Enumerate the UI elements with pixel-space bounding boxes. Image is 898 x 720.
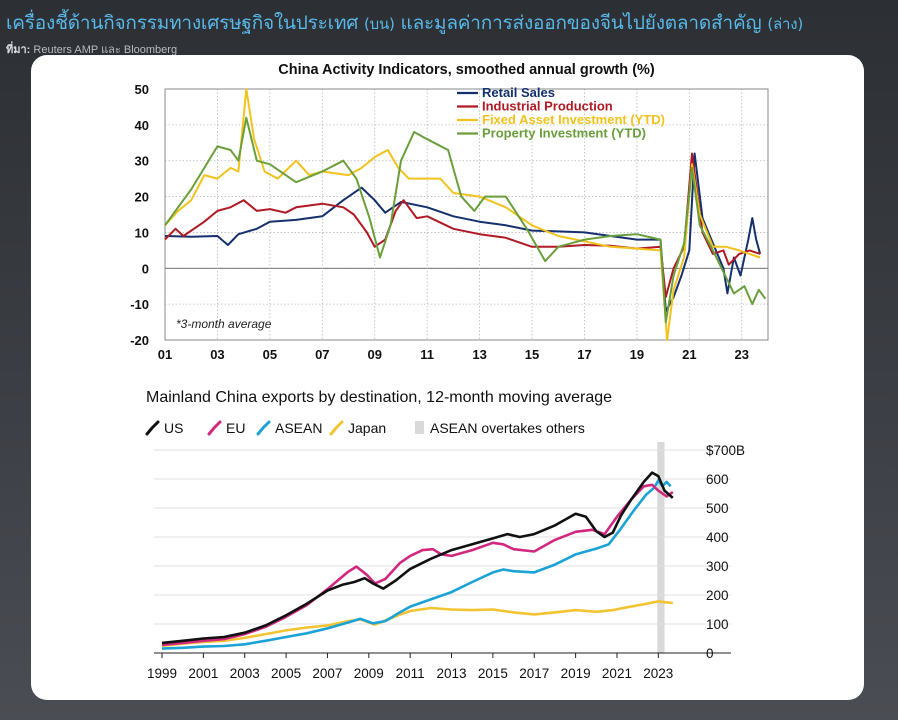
top-y-tick-label: 30 (135, 154, 149, 169)
charts-canvas: China Activity Indicators, smoothed annu… (130, 62, 769, 681)
top-y-tick-label: 0 (142, 261, 149, 276)
bottom-x-tick-label: 2011 (396, 666, 425, 681)
bottom-legend-swatch (145, 420, 160, 436)
title-text-1: เครื่องชี้ด้านกิจกรรมทางเศรษฐกิจในประเทศ (6, 12, 359, 34)
bottom-y-tick-label: 300 (706, 559, 729, 574)
bottom-shaded-region (657, 442, 665, 653)
bottom-x-tick-label: 2023 (643, 666, 673, 681)
bottom-y-tick-label: 100 (706, 617, 729, 632)
title-paren-bottom: (ล่าง) (767, 15, 804, 33)
source-line: ที่มา: Reuters AMP และ Bloomberg (6, 40, 892, 58)
bottom-series-line (161, 479, 672, 650)
top-x-tick-label: 03 (210, 347, 224, 362)
top-x-tick-label: 21 (682, 347, 696, 362)
bottom-legend-shade-swatch (415, 421, 424, 434)
bottom-legend-swatch (329, 420, 344, 436)
top-y-tick-label: -10 (130, 297, 149, 312)
top-x-tick-label: 17 (577, 347, 591, 362)
top-y-tick-label: 50 (135, 82, 149, 97)
top-series-line (164, 152, 762, 313)
top-x-tick-label: 01 (158, 347, 172, 362)
source-text: Reuters AMP และ Bloomberg (33, 44, 178, 56)
top-x-tick-label: 09 (368, 347, 382, 362)
bottom-y-tick-label: 0 (706, 646, 714, 661)
bottom-legend-label: Japan (348, 420, 386, 436)
top-legend-label: Industrial Production (482, 99, 613, 114)
top-x-tick-label: 15 (525, 347, 539, 362)
bottom-x-tick-label: 2003 (230, 666, 260, 681)
bottom-series-line (161, 483, 674, 647)
top-legend-label: Retail Sales (482, 85, 555, 100)
bottom-series-line (161, 471, 674, 645)
bottom-y-tick-label: 400 (706, 530, 729, 545)
top-y-tick-label: 10 (135, 225, 149, 240)
bottom-legend-label: EU (226, 420, 245, 436)
page-header: เครื่องชี้ด้านกิจกรรมทางเศรษฐกิจในประเทศ… (6, 8, 892, 58)
title-text-2: และมูลค่าการส่งออกของจีนไปยังตลาดสำคัญ (400, 12, 762, 34)
source-label: ที่มา: (6, 44, 31, 56)
bottom-legend-swatch (256, 420, 271, 436)
page-title: เครื่องชี้ด้านกิจกรรมทางเศรษฐกิจในประเทศ… (6, 8, 892, 38)
bottom-x-tick-label: 2007 (312, 666, 342, 681)
chart-card: China Activity Indicators, smoothed annu… (31, 55, 864, 700)
top-legend-label: Fixed Asset Investment (YTD) (482, 112, 665, 127)
bottom-x-tick-label: 2017 (519, 666, 549, 681)
top-y-tick-label: -20 (130, 333, 149, 348)
bottom-y-tick-label: $700B (706, 443, 745, 458)
bottom-chart: Mainland China exports by destination, 1… (145, 389, 745, 681)
bottom-legend-label: ASEAN (275, 420, 322, 436)
top-y-tick-label: 40 (135, 118, 149, 133)
bottom-x-tick-label: 2019 (561, 666, 591, 681)
top-series-line (164, 152, 761, 298)
top-chart-title: China Activity Indicators, smoothed annu… (278, 62, 655, 78)
top-x-tick-label: 13 (472, 347, 486, 362)
bottom-x-tick-label: 2001 (188, 666, 218, 681)
bottom-legend-label: US (164, 420, 183, 436)
bottom-x-tick-label: 2015 (478, 666, 508, 681)
top-x-tick-label: 11 (420, 347, 434, 362)
bottom-x-tick-label: 2021 (602, 666, 632, 681)
bottom-x-tick-label: 1999 (147, 666, 177, 681)
bottom-y-tick-label: 600 (706, 472, 729, 487)
top-x-tick-label: 19 (630, 347, 644, 362)
top-x-tick-label: 07 (315, 347, 329, 362)
top-plot-frame (164, 88, 769, 341)
top-x-tick-label: 23 (735, 347, 749, 362)
bottom-legend-swatch (207, 420, 222, 436)
bottom-y-tick-label: 200 (706, 588, 729, 603)
top-x-tick-label: 05 (263, 347, 277, 362)
bottom-series-line (161, 600, 673, 648)
top-legend-label: Property Investment (YTD) (482, 126, 646, 141)
bottom-y-tick-label: 500 (706, 501, 729, 516)
title-paren-top: (บน) (364, 15, 395, 33)
top-chart: China Activity Indicators, smoothed annu… (130, 62, 769, 362)
bottom-x-tick-label: 2005 (271, 666, 301, 681)
top-y-tick-label: 20 (135, 190, 149, 205)
bottom-x-tick-label: 2009 (354, 666, 384, 681)
bottom-x-tick-label: 2013 (436, 666, 466, 681)
top-series-line (164, 116, 767, 324)
bottom-legend-shade-label: ASEAN overtakes others (430, 420, 585, 436)
top-note: *3-month average (176, 317, 272, 331)
bottom-chart-title: Mainland China exports by destination, 1… (146, 389, 612, 406)
